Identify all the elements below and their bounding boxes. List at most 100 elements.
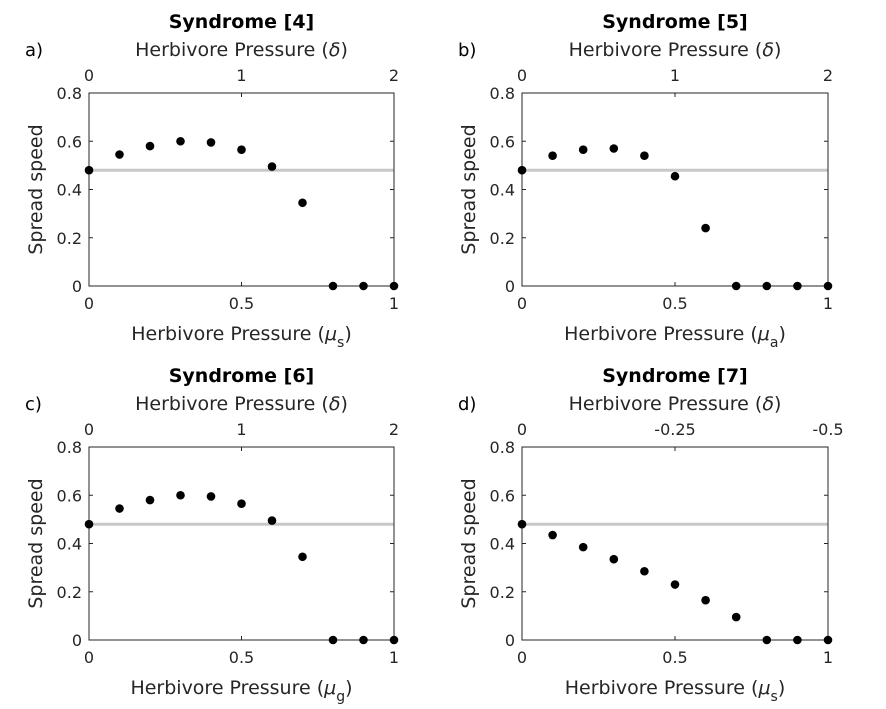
y-axis-label: Spread speed	[458, 124, 480, 254]
data-point	[206, 492, 216, 501]
data-point	[823, 281, 833, 291]
y-tick-label: 0.4	[490, 535, 515, 554]
y-tick-label: 0.4	[57, 181, 82, 200]
y-tick-label: 0.8	[57, 84, 82, 103]
top-x-tick-label: -0.25	[654, 420, 695, 439]
data-point	[670, 580, 680, 589]
x-tick-label: 0.5	[229, 294, 254, 313]
data-point	[517, 165, 527, 175]
data-point	[84, 165, 94, 175]
x-tick-label: 1	[389, 294, 399, 313]
plot-frame	[521, 92, 829, 287]
y-tick-label: 0.6	[490, 132, 515, 151]
panel-title: Syndrome [7]	[602, 365, 748, 387]
top-x-tick-label: 2	[823, 66, 833, 85]
y-tick-label: 0.2	[57, 583, 82, 602]
panel-title: Syndrome [6]	[169, 365, 315, 387]
data-point	[578, 145, 588, 154]
top-x-tick-label: 1	[236, 66, 246, 85]
data-point	[823, 635, 833, 645]
top-x-tick-label: 1	[670, 66, 680, 85]
top-x-tick-label: 0	[84, 420, 94, 439]
plot-frame	[88, 92, 395, 287]
data-point	[793, 281, 802, 291]
data-point	[670, 171, 680, 181]
x-axis-label: Herbivore Pressure (μs)	[565, 677, 786, 705]
top-x-tick-label: 0	[84, 66, 94, 85]
y-axis-label: Spread speed	[458, 478, 480, 608]
data-point	[701, 595, 710, 605]
top-x-axis-label: Herbivore Pressure (δ)	[569, 393, 782, 415]
top-x-tick-label: -0.5	[812, 420, 843, 439]
y-tick-label: 0	[505, 631, 515, 650]
top-x-tick-label: 1	[236, 420, 246, 439]
panel-label: c)	[25, 394, 42, 415]
x-tick-label: 0	[517, 294, 527, 313]
data-point	[267, 516, 277, 525]
x-axis-label: Herbivore Pressure (μg)	[130, 677, 352, 705]
data-point	[237, 499, 246, 508]
data-point	[793, 635, 802, 645]
data-point	[176, 490, 185, 500]
data-point	[176, 136, 185, 146]
x-tick-label: 0.5	[662, 294, 687, 313]
top-x-tick-label: 2	[389, 420, 399, 439]
x-axis-label: Herbivore Pressure (μa)	[564, 323, 786, 351]
y-tick-label: 0	[505, 277, 515, 296]
x-tick-label: 1	[823, 648, 833, 667]
plot-frame	[521, 446, 829, 641]
x-tick-label: 1	[823, 294, 833, 313]
panel-label: d)	[458, 394, 476, 415]
data-point	[609, 144, 619, 153]
data-point	[328, 635, 338, 645]
data-point	[267, 162, 277, 171]
data-point	[548, 151, 557, 161]
y-tick-label: 0.2	[57, 229, 82, 248]
data-point	[731, 612, 741, 622]
data-point	[145, 495, 155, 505]
data-point	[517, 519, 527, 529]
panel-label: a)	[25, 40, 43, 61]
y-tick-label: 0.8	[490, 84, 515, 103]
data-point	[389, 281, 399, 291]
y-axis-label: Spread speed	[25, 478, 47, 608]
y-tick-label: 0.2	[490, 229, 515, 248]
data-point	[578, 542, 588, 552]
data-point	[640, 151, 649, 161]
top-x-tick-label: 0	[517, 420, 527, 439]
data-point	[548, 530, 557, 540]
data-point	[115, 504, 124, 513]
y-tick-label: 0	[72, 631, 82, 650]
top-x-axis-label: Herbivore Pressure (δ)	[135, 39, 348, 61]
x-tick-label: 0.5	[229, 648, 254, 667]
panel-title: Syndrome [4]	[169, 11, 315, 33]
data-point	[237, 145, 246, 154]
y-tick-label: 0.4	[57, 535, 82, 554]
top-x-axis-label: Herbivore Pressure (δ)	[135, 393, 348, 415]
data-point	[762, 635, 772, 645]
data-point	[206, 138, 216, 147]
y-tick-label: 0.6	[490, 486, 515, 505]
data-point	[609, 554, 619, 564]
data-point	[701, 223, 710, 233]
x-tick-label: 0	[517, 648, 527, 667]
panel-label: b)	[458, 40, 476, 61]
data-point	[731, 281, 741, 291]
y-tick-label: 0.4	[490, 181, 515, 200]
plot-frame	[88, 446, 395, 641]
data-point	[389, 635, 399, 645]
x-tick-label: 0.5	[662, 648, 687, 667]
y-tick-label: 0.6	[57, 486, 82, 505]
data-point	[298, 552, 307, 562]
data-point	[298, 198, 307, 208]
y-tick-label: 0.8	[57, 438, 82, 457]
y-axis-label: Spread speed	[25, 124, 47, 254]
data-point	[328, 281, 338, 291]
x-tick-label: 0	[84, 294, 94, 313]
y-tick-label: 0	[72, 277, 82, 296]
data-point	[640, 566, 649, 576]
top-x-tick-label: 0	[517, 66, 527, 85]
data-point	[84, 519, 94, 529]
x-tick-label: 0	[84, 648, 94, 667]
